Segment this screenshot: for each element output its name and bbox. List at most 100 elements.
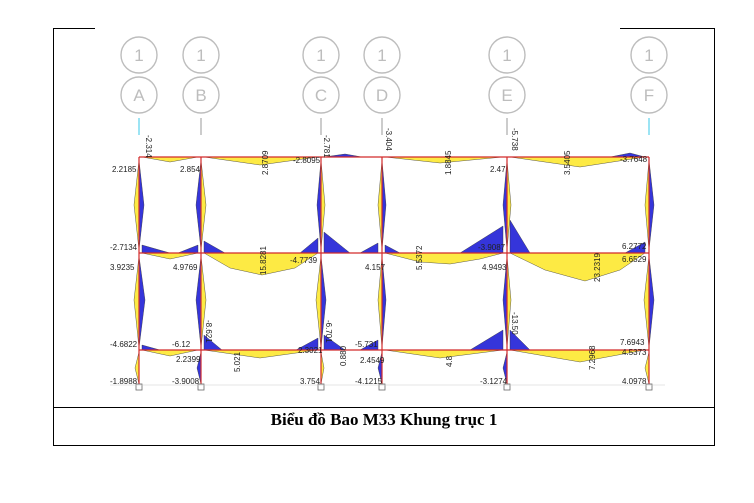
support-node [317,383,325,391]
support-node [503,383,511,391]
negative-moment-area [323,231,351,254]
moment-value-label: 4.8 [445,355,454,367]
moment-value-label: 2.47 [490,165,506,174]
moment-value-label: -4.1215 [355,377,383,386]
axis-bubble-row [363,36,401,74]
positive-moment-area [315,255,322,349]
axis-bubble-row [182,36,220,74]
moment-value-label: 23.2319 [593,253,602,282]
negative-moment-area [384,244,401,254]
axis-bubble-row-label: 1 [316,46,325,65]
moment-value-label: 7.2968 [588,345,597,370]
moment-value-label: -5.731 [355,340,378,349]
moment-value-label: 3.9235 [110,263,135,272]
axis-bubble-row [630,36,668,74]
negative-moment-area [138,159,145,251]
caption-divider [53,407,715,408]
moment-value-label: 2.854 [180,165,201,174]
moment-value-label: -3.9008 [172,377,200,386]
moment-value-label: 5.5372 [415,245,424,270]
moment-value-label: 7.6943 [620,338,645,347]
negative-moment-area [469,329,504,351]
support-node [197,383,205,391]
axis-bubble-col [630,76,668,114]
negative-moment-area [648,255,655,349]
negative-moment-area [203,240,226,254]
negative-moment-area [299,237,319,254]
negative-moment-area [177,244,199,254]
positive-moment-area [200,159,207,251]
moment-value-label: -2.781 [322,135,331,158]
negative-moment-area [509,219,531,254]
frame-gap [95,26,620,30]
moment-value-label: -6.12 [172,340,191,349]
moment-value-label: -3.404 [384,128,393,151]
moment-value-label: 3.5405 [563,150,572,175]
axis-bubble-row-label: 1 [134,46,143,65]
moment-value-label: 5.021 [233,351,242,372]
moment-value-label: -4.6822 [110,340,138,349]
positive-moment-area [141,156,199,163]
moment-value-label: 0.880 [339,345,348,366]
axis-bubble-col-label: A [133,86,145,105]
moment-value-label: 2.3021 [298,346,323,355]
positive-moment-area [643,255,650,349]
axis-bubble-row [302,36,340,74]
axis-bubble-col [182,76,220,114]
negative-moment-area [359,242,379,254]
axis-bubble-col-label: E [501,86,512,105]
negative-moment-area [141,244,171,254]
moment-envelope [133,152,655,385]
support-node [645,383,653,391]
axis-bubble-row-label: 1 [644,46,653,65]
grid-bubbles: 1 A 1 B 1 C 1 D 1 E 1 F [120,36,668,135]
moment-value-label: 4.0978 [622,377,647,386]
moment-value-label: 1.8845 [444,150,453,175]
moment-value-label: 15.8281 [259,246,268,275]
axis-bubble-col [302,76,340,114]
moment-value-label: -3.1274 [480,377,508,386]
axis-bubble-row [488,36,526,74]
moment-labels: -2.314 2.2185 2.854 2.8709 -2.8095-2.781 -3.4… [110,128,648,386]
axis-bubble-row [120,36,158,74]
positive-moment-area [384,349,504,359]
moment-value-label: -2.8095 [293,156,321,165]
moment-value-label: 2.2185 [112,165,137,174]
diagram-caption: Biểu đồ Bao M33 Khung trục 1 [270,410,498,429]
axis-bubble-row-label: 1 [502,46,511,65]
moment-value-label: -6.701 [324,320,333,343]
moment-value-label: 6.2772 [622,242,647,251]
axis-bubble-col-label: D [376,86,388,105]
moment-value-label: -4.7739 [290,256,318,265]
moment-value-label: -2.7134 [110,243,138,252]
axis-bubble-col [120,76,158,114]
axis-bubble-col [488,76,526,114]
axis-bubble-col [363,76,401,114]
moment-value-label: 4.157 [365,263,386,272]
moment-value-label: 3.754 [300,377,321,386]
moment-value-label: -3.7648 [620,155,648,164]
positive-moment-area [141,252,199,260]
axis-bubble-col-label: F [644,86,654,105]
moment-value-label: 2.4549 [360,356,385,365]
axis-bubble-col-label: B [195,86,206,105]
moment-value-label: 4.5373 [622,348,647,357]
moment-value-label: -8.621 [204,320,213,343]
moment-value-label: -13.50 [510,312,519,335]
moment-value-label: 4.9769 [173,263,198,272]
moment-value-label: -5.738 [510,128,519,151]
axis-bubble-row-label: 1 [377,46,386,65]
moment-value-label: 2.2399 [176,355,201,364]
moment-value-label: -1.8988 [110,377,138,386]
negative-moment-area [141,344,161,351]
negative-moment-area [648,159,655,251]
moment-value-label: 4.9493 [482,263,507,272]
axis-bubble-col-label: C [315,86,327,105]
positive-moment-area [133,255,140,349]
frame-members [110,156,665,391]
moment-value-label: -2.314 [144,135,153,158]
negative-moment-area [138,255,146,349]
axis-bubble-row-label: 1 [196,46,205,65]
moment-value-label: 2.8709 [261,150,270,175]
